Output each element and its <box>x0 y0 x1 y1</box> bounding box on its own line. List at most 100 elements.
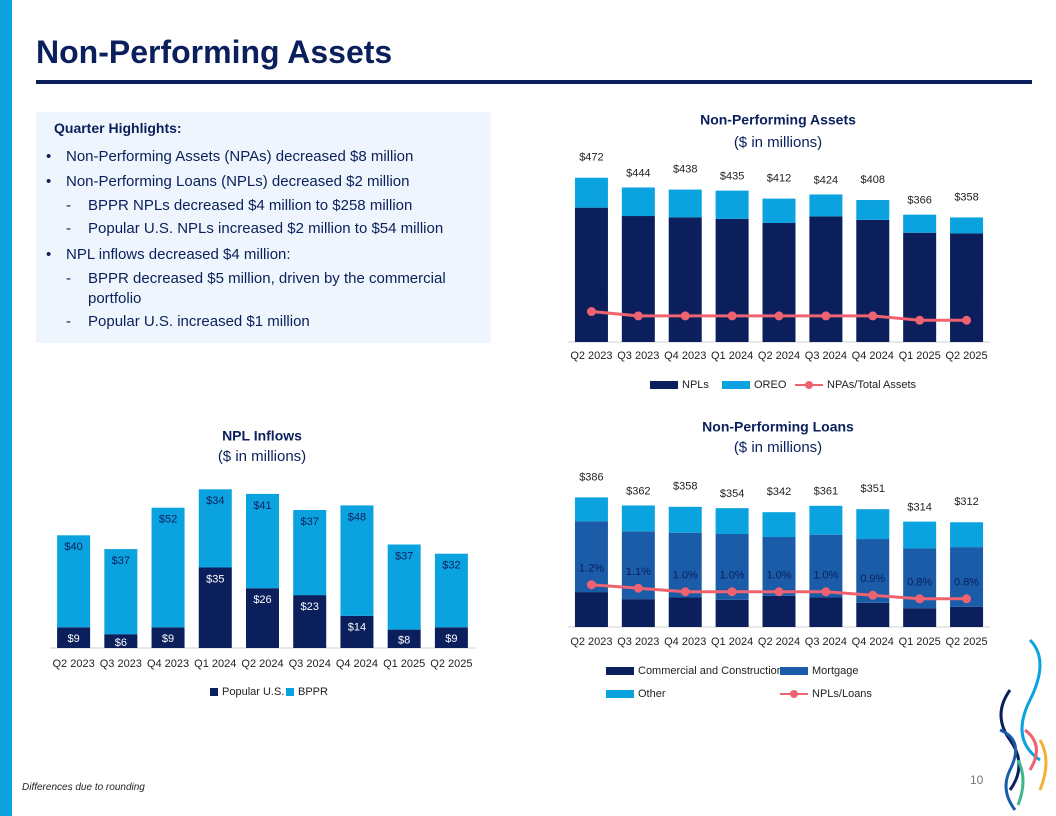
bar-segment <box>574 592 608 627</box>
x-tick-label: Q3 2024 <box>805 350 847 362</box>
bar-segment <box>950 606 984 627</box>
bar-label: $32 <box>442 560 460 572</box>
x-tick-label: Q4 2024 <box>852 636 894 648</box>
x-tick-label: Q3 2024 <box>289 658 331 670</box>
highlights-box: Quarter Highlights: Non-Performing Asset… <box>36 112 491 343</box>
x-tick-label: Q4 2023 <box>664 350 706 362</box>
line-label: 0.6% <box>673 294 698 306</box>
bar-segment <box>809 505 843 535</box>
chart-subtitle: ($ in millions) <box>734 439 822 456</box>
bar-label: $26 <box>253 594 271 606</box>
sub-bullet: Popular U.S. increased $1 million <box>46 312 476 332</box>
legend-swatch <box>606 667 634 675</box>
bar-label: $14 <box>348 622 366 634</box>
total-label: $438 <box>673 163 697 175</box>
bar-segment <box>903 232 937 342</box>
bar-segment <box>762 198 796 223</box>
bar-label: $9 <box>445 633 457 645</box>
chart-title: Non-Performing Loans <box>702 419 854 435</box>
total-label: $351 <box>861 483 885 495</box>
total-label: $358 <box>954 191 978 203</box>
sub-bullet: Popular U.S. NPLs increased $2 million t… <box>46 219 476 239</box>
bar-label: $37 <box>112 555 130 567</box>
bar-segment <box>903 214 937 233</box>
bar-segment <box>950 217 984 234</box>
x-tick-label: Q1 2025 <box>383 658 425 670</box>
line-marker <box>915 315 925 325</box>
bullet: NPL inflows decreased $4 million: <box>46 242 476 267</box>
legend-swatch <box>722 381 750 389</box>
bar-segment <box>293 595 327 648</box>
x-tick-label: Q3 2024 <box>805 636 847 648</box>
bar-segment <box>104 549 138 635</box>
total-label: $424 <box>814 174 838 186</box>
bar-segment <box>246 588 279 648</box>
x-tick-label: Q3 2023 <box>617 636 659 648</box>
x-tick-label: Q2 2023 <box>570 350 612 362</box>
bar-segment <box>574 497 608 522</box>
legend-label: OREO <box>754 379 787 391</box>
bar-segment <box>809 534 843 598</box>
x-tick-label: Q2 2025 <box>945 636 987 648</box>
line-marker <box>586 580 596 590</box>
bar-label: $37 <box>395 550 413 562</box>
total-label: $362 <box>626 485 650 497</box>
bar-segment <box>762 537 796 596</box>
bar-segment <box>198 489 232 568</box>
line-label: 0.6% <box>766 294 791 306</box>
legend-label: Other <box>638 688 666 700</box>
total-label: $358 <box>673 481 697 493</box>
legend-swatch <box>606 690 634 698</box>
bar-segment <box>856 509 890 540</box>
line-marker <box>774 587 784 597</box>
line-label: 0.5% <box>907 298 932 310</box>
bar-segment <box>574 177 608 208</box>
total-label: $342 <box>767 486 791 498</box>
bar-segment <box>151 627 185 648</box>
bar-segment <box>151 507 185 628</box>
bar-segment <box>621 187 655 217</box>
legend-swatch <box>780 667 808 675</box>
bar-segment <box>387 629 421 648</box>
line-marker <box>727 587 737 597</box>
x-tick-label: Q4 2024 <box>852 350 894 362</box>
bullet: Non-Performing Assets (NPAs) decreased $… <box>46 144 476 169</box>
bar-segment <box>668 532 702 598</box>
line-marker <box>915 594 925 604</box>
x-tick-label: Q2 2025 <box>945 350 987 362</box>
bar-label: $23 <box>301 601 319 613</box>
footnote: Differences due to rounding <box>22 782 145 793</box>
bar-label: $37 <box>301 516 319 528</box>
total-label: $354 <box>720 488 744 500</box>
bar-label: $9 <box>162 633 174 645</box>
total-label: $312 <box>954 496 978 508</box>
bar-segment <box>293 510 327 596</box>
bar-segment <box>809 216 843 342</box>
bar-segment <box>903 521 937 549</box>
x-tick-label: Q2 2023 <box>570 636 612 648</box>
bar-segment <box>198 567 232 648</box>
total-label: $314 <box>907 501 931 513</box>
x-tick-label: Q1 2024 <box>711 636 753 648</box>
sub-bullet: BPPR decreased $5 million, driven by the… <box>46 269 476 309</box>
bar-segment <box>574 207 608 342</box>
sub-bullet: BPPR NPLs decreased $4 million to $258 m… <box>46 196 476 216</box>
bar-segment <box>434 553 468 628</box>
x-tick-label: Q3 2023 <box>100 658 142 670</box>
bar-segment <box>246 493 279 589</box>
line-label: 1.0% <box>720 570 745 582</box>
bar-segment <box>340 505 374 616</box>
line-marker <box>727 311 737 321</box>
bar-segment <box>715 599 749 627</box>
line-marker <box>586 307 596 317</box>
line-marker <box>821 587 831 597</box>
bar-segment <box>621 216 655 342</box>
total-label: $386 <box>579 471 603 483</box>
x-tick-label: Q4 2023 <box>147 658 189 670</box>
line-label: 1.0% <box>813 570 838 582</box>
line-label: 0.6% <box>720 294 745 306</box>
bar-segment <box>668 597 702 627</box>
x-tick-label: Q4 2024 <box>336 658 378 670</box>
highlights-list: Non-Performing Assets (NPAs) decreased $… <box>46 144 476 335</box>
line-label: 0.6% <box>626 294 651 306</box>
